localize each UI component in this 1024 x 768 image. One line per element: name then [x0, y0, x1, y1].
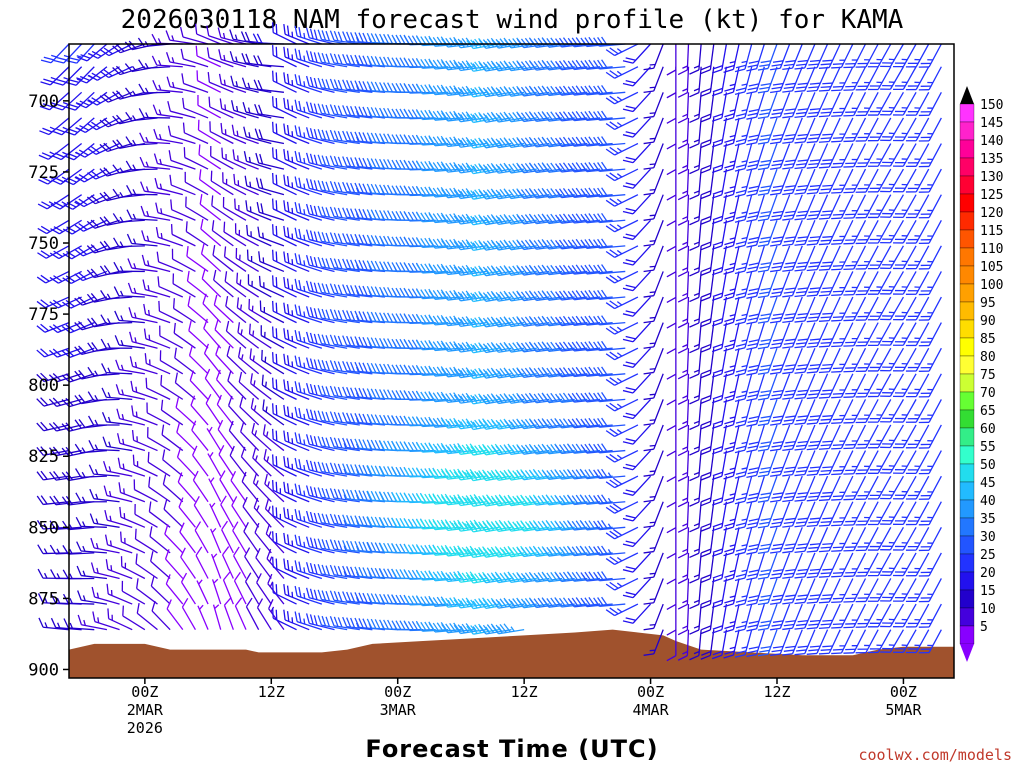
- barb-feather: [49, 349, 57, 359]
- barb-half-feather: [158, 38, 161, 43]
- wind-barb: [37, 263, 69, 285]
- wind-barb: [39, 111, 69, 138]
- barb-feather: [38, 618, 44, 627]
- wind-barb: [38, 213, 69, 237]
- chart-title: 2026030118 NAM forecast wind profile (kt…: [121, 5, 904, 35]
- barb-feather: [62, 423, 69, 433]
- barb-feather: [37, 397, 44, 407]
- barb-feather: [37, 324, 45, 334]
- wind-barb: [37, 340, 69, 359]
- barb-feather: [38, 545, 43, 554]
- barb-feather: [41, 396, 48, 406]
- barb-feather: [37, 348, 45, 358]
- barb-half-feather: [45, 573, 48, 578]
- barb-feather: [152, 34, 157, 43]
- wind-barb: [39, 136, 69, 162]
- wind-profile-chart: 2026030118 NAM forecast wind profile (kt…: [0, 0, 1024, 768]
- barb-feather: [63, 619, 69, 628]
- barb-feather: [51, 618, 57, 627]
- barb-feather: [63, 570, 68, 579]
- wind-barb: [38, 187, 69, 211]
- barb-half-feather: [44, 548, 47, 553]
- barb-feather: [51, 569, 56, 578]
- barb-feather: [38, 569, 43, 578]
